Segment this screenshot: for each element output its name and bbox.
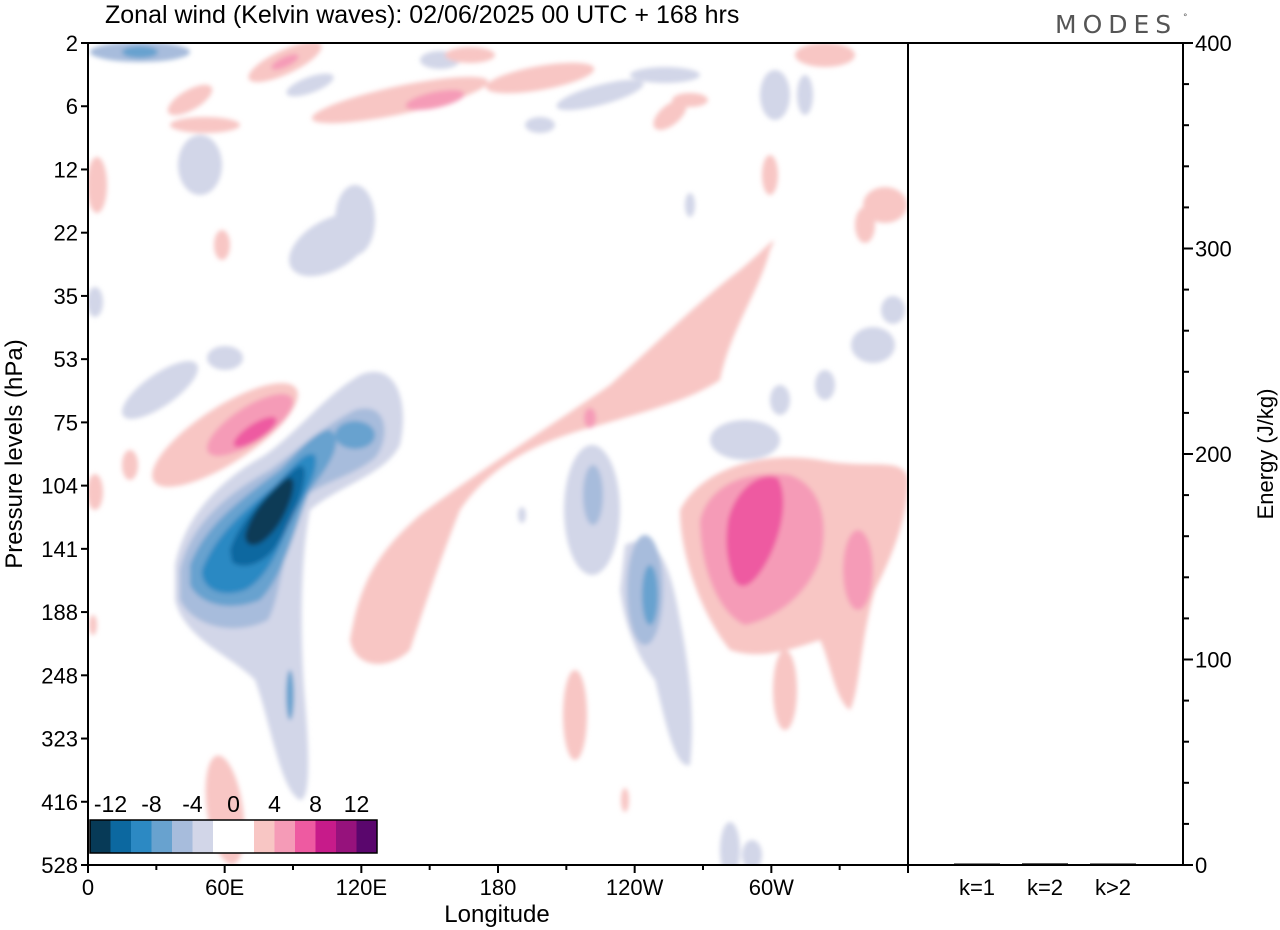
- x-tick-label: 120W: [606, 875, 664, 900]
- y-tick-label: 6: [66, 94, 78, 119]
- colorbar-swatch: [274, 820, 295, 853]
- colorbar-swatch: [151, 820, 172, 853]
- x-tick-label: 60W: [749, 875, 794, 900]
- energy-bar: [1090, 863, 1136, 865]
- x-tick-label: 180: [480, 875, 517, 900]
- colorbar-swatch: [192, 820, 213, 853]
- colorbar-swatch: [336, 820, 357, 853]
- colorbar-swatch: [131, 820, 152, 853]
- y-tick-label: 75: [54, 410, 78, 435]
- colorbar: -12 -8 -4 0 4 8 12: [89, 791, 378, 854]
- energy-tick-label: 300: [1195, 237, 1232, 262]
- y-tick-label: 2: [66, 31, 78, 56]
- pressure-axis: 2 6 12 22 35 53 75 104 141 188 248 323 416 528: [41, 31, 88, 878]
- colorbar-swatch: [295, 820, 316, 853]
- x-axis-label: Longitude: [444, 901, 549, 928]
- y-tick-label: 528: [41, 853, 78, 878]
- logo-mark: °: [1183, 13, 1188, 23]
- y-tick-label: 416: [41, 790, 78, 815]
- colorbar-label: -4: [182, 791, 203, 817]
- y-tick-label: 53: [54, 347, 78, 372]
- energy-category-label: k>2: [1095, 875, 1131, 900]
- x-tick-label: 0: [82, 875, 94, 900]
- colorbar-label: -8: [141, 791, 161, 817]
- energy-axis: 0 100 200 300 400: [1183, 31, 1232, 878]
- y-tick-label: 141: [41, 537, 78, 562]
- colorbar-label: 12: [344, 791, 370, 817]
- colorbar-swatch: [213, 820, 234, 853]
- energy-tick-label: 0: [1195, 853, 1207, 878]
- colorbar-swatch: [172, 820, 193, 853]
- colorbar-swatch: [110, 820, 131, 853]
- colorbar-swatch: [315, 820, 336, 853]
- energy-tick-label: 200: [1195, 442, 1232, 467]
- colorbar-swatch: [356, 820, 377, 853]
- y-tick-label: 188: [41, 600, 78, 625]
- x-tick-label: 120E: [336, 875, 387, 900]
- energy-bar: [1022, 863, 1068, 865]
- colorbar-frame: [89, 819, 378, 854]
- colorbar-swatch: [90, 820, 111, 853]
- colorbar-label: 0: [227, 791, 240, 817]
- y-tick-label: 12: [54, 157, 78, 182]
- energy-category-label: k=1: [959, 875, 995, 900]
- longitude-axis: 0 60E 120E 180 120W 60W: [82, 865, 909, 900]
- y-axis-label: Pressure levels (hPa): [1, 339, 28, 568]
- y-tick-label: 323: [41, 727, 78, 752]
- colorbar-swatch: [254, 820, 275, 853]
- y-tick-label: 22: [54, 221, 78, 246]
- colorbar-label: 8: [309, 791, 322, 817]
- y-tick-label: 248: [41, 663, 78, 688]
- energy-tick-label: 100: [1195, 648, 1232, 673]
- energy-category-label: k=2: [1027, 875, 1063, 900]
- y-tick-label: 104: [41, 474, 78, 499]
- colorbar-swatch: [233, 820, 254, 853]
- contour-field: [88, 43, 908, 865]
- x-tick-label: 60E: [205, 875, 244, 900]
- energy-bar: [954, 863, 1000, 865]
- energy-tick-label: 400: [1195, 31, 1232, 56]
- modes-logo: MODES: [1055, 10, 1177, 39]
- y-tick-label: 35: [54, 284, 78, 309]
- colorbar-label: -12: [94, 791, 127, 817]
- colorbar-label: 4: [268, 791, 281, 817]
- energy-bars: k=1 k=2 k>2: [954, 863, 1136, 900]
- chart-title: Zonal wind (Kelvin waves): 02/06/2025 00…: [105, 1, 739, 29]
- energy-axis-label: Energy (J/kg): [1253, 389, 1278, 520]
